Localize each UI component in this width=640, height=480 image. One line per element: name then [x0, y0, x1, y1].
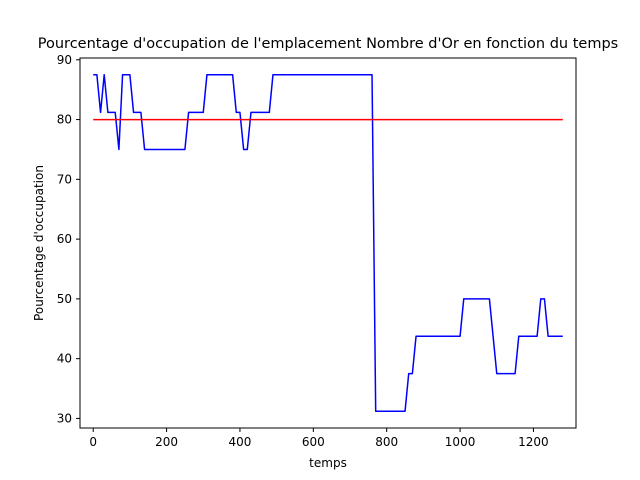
axes-frame	[79, 57, 577, 429]
x-tick-label: 400	[228, 435, 251, 449]
ticks: 0 200 400 600 800 1000 1200 30 40 50 60 70 80 90	[57, 53, 549, 449]
x-tick-label: 600	[302, 435, 325, 449]
chart-title: Pourcentage d'occupation de l'emplacemen…	[38, 36, 618, 52]
y-tick-label: 30	[57, 411, 72, 425]
x-tick-label: 200	[155, 435, 178, 449]
x-axis-label: temps	[309, 456, 347, 470]
y-tick-label: 80	[57, 113, 72, 127]
y-tick-label: 50	[57, 292, 72, 306]
y-tick-label: 90	[57, 53, 72, 67]
x-tick-label: 1200	[518, 435, 549, 449]
y-axis-label: Pourcentage d'occupation	[32, 165, 46, 321]
y-tick-label: 40	[57, 352, 72, 366]
x-tick-label: 800	[375, 435, 398, 449]
y-tick-label: 70	[57, 172, 72, 186]
series-line-0	[93, 73, 563, 413]
x-tick-label: 0	[89, 435, 97, 449]
x-tick-label: 1000	[445, 435, 476, 449]
y-tick-label: 60	[57, 232, 72, 246]
plot-area	[93, 73, 563, 413]
